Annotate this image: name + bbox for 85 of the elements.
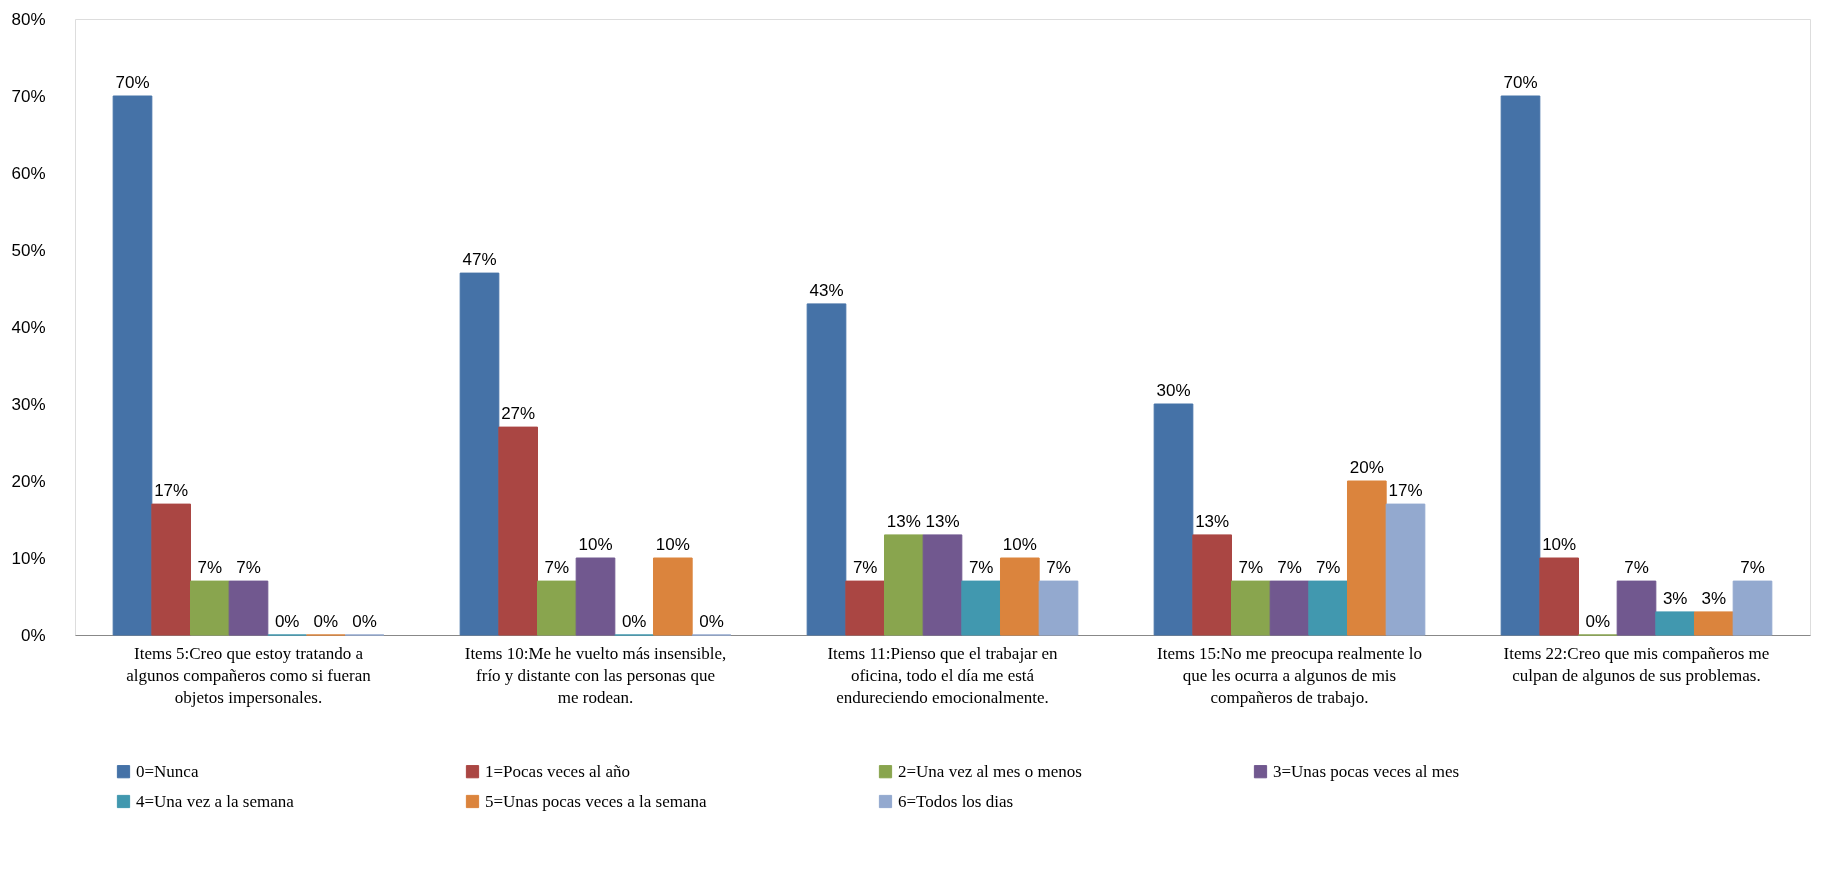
data-label: 27%	[501, 404, 536, 424]
legend-label: 4=Una vez a la semana	[136, 791, 295, 811]
bar	[1192, 534, 1232, 636]
x-tick-label: Items 22:Creo que mis compañeros me culpan de algunos de sus problemas.	[1503, 643, 1770, 685]
data-label: 30%	[1156, 381, 1191, 400]
bar	[1539, 557, 1579, 636]
data-label: 10%	[655, 535, 690, 554]
data-label: 17%	[1388, 481, 1423, 501]
bar	[190, 580, 230, 636]
data-label: 7%	[968, 558, 994, 578]
data-label: 7%	[1624, 558, 1649, 578]
data-label: 3%	[1662, 588, 1688, 608]
data-label: 20%	[1349, 458, 1384, 477]
data-label: 7%	[1277, 558, 1302, 578]
bar	[1655, 611, 1695, 636]
bar	[1347, 480, 1387, 636]
bar	[1694, 611, 1734, 636]
bar	[1616, 580, 1657, 636]
data-label: 0%	[352, 612, 377, 631]
data-label: 13%	[1195, 511, 1230, 531]
legend-label: 3=Unas pocas veces al mes	[1273, 761, 1460, 781]
bar	[151, 503, 191, 636]
bar	[537, 580, 577, 636]
bar	[1308, 580, 1348, 636]
data-label: 13%	[925, 511, 960, 531]
bar	[112, 95, 153, 636]
data-label: 43%	[809, 280, 844, 300]
data-label: 17%	[154, 481, 189, 501]
legend-label: 0=Nunca	[136, 761, 199, 781]
y-tick-label: 40%	[11, 317, 46, 337]
y-tick-label: 60%	[11, 163, 46, 183]
bar	[498, 426, 538, 636]
bar	[1732, 580, 1773, 636]
data-label: 47%	[462, 250, 497, 270]
data-label: 7%	[236, 558, 261, 578]
legend-label: 6=Todos los dias	[898, 791, 1014, 811]
y-tick-label: 80%	[11, 9, 46, 29]
legend-label: 1=Pocas veces al año	[485, 761, 631, 781]
bar	[845, 580, 885, 636]
data-label: 7%	[1238, 558, 1264, 578]
data-label: 10%	[1002, 535, 1037, 554]
data-label: 7%	[1740, 558, 1765, 578]
data-label: 10%	[1542, 535, 1577, 554]
y-tick-label: 0%	[20, 625, 46, 645]
y-tick-label: 50%	[11, 240, 46, 260]
bar	[1038, 580, 1079, 636]
x-tick-label: Items 15:No me preocupa realmente lo que les ocurra a algunos de mis compañeros de trabajo.	[1157, 643, 1422, 707]
data-label: 70%	[115, 73, 150, 92]
bar	[884, 534, 924, 636]
bar	[228, 580, 269, 636]
data-label: 0%	[699, 612, 724, 631]
data-label: 10%	[578, 535, 613, 554]
bar	[1000, 557, 1040, 636]
bar	[1153, 403, 1194, 636]
x-tick-label: Items 10:Me he vuelto más insensible, frío y distante con las personas que me rodean.	[464, 643, 727, 707]
data-label: 0%	[274, 612, 300, 631]
data-label: 7%	[1315, 558, 1341, 578]
bar	[961, 580, 1001, 636]
legend-label: 2=Una vez al mes o menos	[898, 761, 1082, 781]
y-tick-label: 70%	[11, 86, 46, 106]
bar	[459, 272, 500, 636]
bar	[575, 557, 616, 636]
data-label: 7%	[544, 558, 570, 578]
y-tick-label: 10%	[11, 548, 46, 568]
data-label: 0%	[313, 612, 339, 631]
bar	[1500, 95, 1541, 636]
data-label: 0%	[1585, 612, 1611, 631]
bar	[1385, 503, 1426, 636]
legend-label: 5=Unas pocas veces a la semana	[485, 791, 707, 811]
bar	[806, 303, 847, 636]
x-tick-label: Items 11:Pienso que el trabajar en oficina, todo el día me está endureciendo emocionalmente.	[827, 643, 1059, 707]
bar	[1269, 580, 1310, 636]
y-tick-label: 20%	[11, 471, 46, 491]
data-label: 13%	[886, 511, 921, 531]
bar	[922, 534, 963, 636]
bar	[653, 557, 693, 636]
x-tick-label: Items 5:Creo que estoy tratando a algunos compañeros como si fueran objetos impersonales.	[126, 643, 372, 707]
y-tick-label: 30%	[11, 394, 46, 414]
data-label: 7%	[197, 558, 223, 578]
data-label: 7%	[1046, 558, 1071, 578]
data-label: 0%	[621, 612, 647, 631]
data-label: 70%	[1503, 73, 1538, 92]
bar	[1231, 580, 1271, 636]
data-label: 7%	[852, 558, 878, 578]
data-label: 3%	[1701, 588, 1727, 608]
